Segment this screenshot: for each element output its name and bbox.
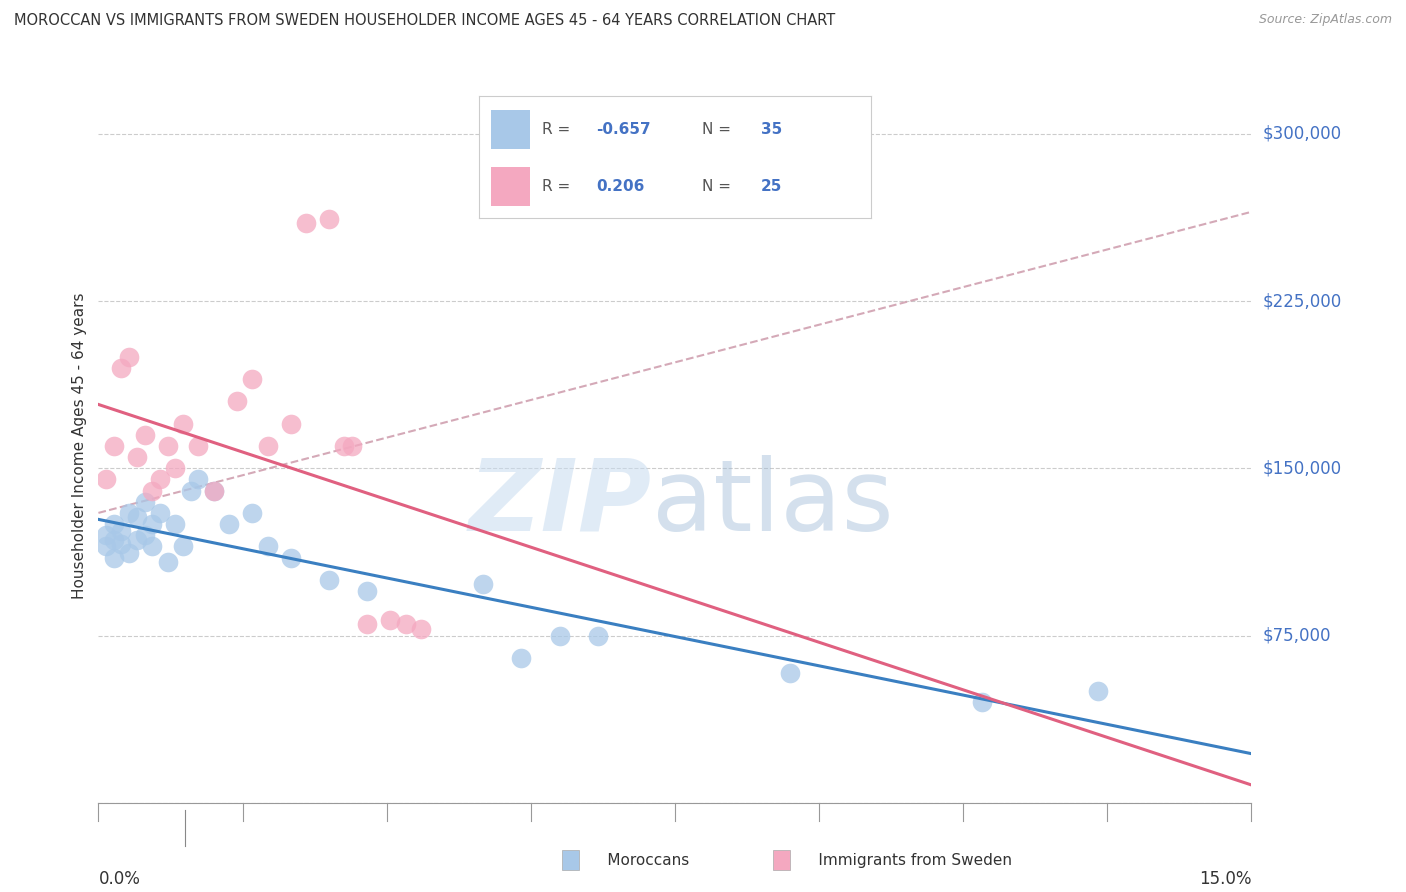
Text: Source: ZipAtlas.com: Source: ZipAtlas.com bbox=[1258, 13, 1392, 27]
Point bbox=[156, 439, 179, 453]
Point bbox=[240, 372, 263, 386]
Point bbox=[103, 550, 125, 565]
Point bbox=[118, 350, 141, 364]
Point bbox=[411, 622, 433, 636]
Text: Immigrants from Sweden: Immigrants from Sweden bbox=[794, 854, 1012, 868]
Point bbox=[318, 573, 340, 587]
Point bbox=[548, 628, 571, 642]
Point bbox=[187, 473, 209, 487]
Point bbox=[125, 450, 148, 464]
Point bbox=[333, 439, 356, 453]
Point bbox=[256, 439, 278, 453]
Text: MOROCCAN VS IMMIGRANTS FROM SWEDEN HOUSEHOLDER INCOME AGES 45 - 64 YEARS CORRELA: MOROCCAN VS IMMIGRANTS FROM SWEDEN HOUSE… bbox=[14, 13, 835, 29]
Point bbox=[586, 628, 609, 642]
Point bbox=[202, 483, 225, 498]
Text: $225,000: $225,000 bbox=[1263, 292, 1341, 310]
Point bbox=[94, 539, 117, 553]
Point bbox=[256, 539, 278, 553]
Point bbox=[340, 439, 363, 453]
Point bbox=[125, 533, 148, 547]
Point bbox=[165, 461, 187, 475]
Point bbox=[280, 550, 302, 565]
Text: $150,000: $150,000 bbox=[1263, 459, 1341, 477]
Point bbox=[110, 524, 132, 538]
Text: 0.0%: 0.0% bbox=[98, 870, 141, 888]
Text: $300,000: $300,000 bbox=[1263, 125, 1341, 143]
Point bbox=[103, 533, 125, 547]
Point bbox=[202, 483, 225, 498]
Text: $75,000: $75,000 bbox=[1263, 626, 1331, 645]
Point bbox=[156, 555, 179, 569]
Point bbox=[218, 517, 240, 532]
Point bbox=[380, 613, 402, 627]
Point bbox=[94, 473, 117, 487]
Point bbox=[110, 537, 132, 551]
Point bbox=[280, 417, 302, 431]
Point bbox=[149, 473, 172, 487]
Point bbox=[141, 517, 163, 532]
Point bbox=[103, 439, 125, 453]
Point bbox=[471, 577, 494, 591]
Point bbox=[240, 506, 263, 520]
Text: Moroccans: Moroccans bbox=[583, 854, 690, 868]
Point bbox=[118, 506, 141, 520]
Text: 15.0%: 15.0% bbox=[1199, 870, 1251, 888]
Point bbox=[779, 666, 801, 681]
Point bbox=[356, 583, 378, 598]
Y-axis label: Householder Income Ages 45 - 64 years: Householder Income Ages 45 - 64 years bbox=[72, 293, 87, 599]
Point bbox=[118, 546, 141, 560]
Point bbox=[165, 517, 187, 532]
Point bbox=[318, 211, 340, 226]
Point bbox=[149, 506, 172, 520]
Point bbox=[134, 494, 156, 508]
Point bbox=[125, 510, 148, 524]
Point bbox=[94, 528, 117, 542]
Point bbox=[1087, 684, 1109, 698]
Point bbox=[180, 483, 202, 498]
Point bbox=[134, 528, 156, 542]
Point bbox=[134, 427, 156, 442]
Point bbox=[110, 360, 132, 375]
Point bbox=[141, 483, 163, 498]
Point bbox=[356, 617, 378, 632]
Text: atlas: atlas bbox=[652, 455, 893, 551]
Point bbox=[295, 216, 318, 230]
Point bbox=[510, 651, 533, 665]
Text: ZIP: ZIP bbox=[468, 455, 652, 551]
Point bbox=[172, 417, 194, 431]
Point bbox=[395, 617, 418, 632]
Point bbox=[187, 439, 209, 453]
Point bbox=[172, 539, 194, 553]
Point bbox=[141, 539, 163, 553]
Point bbox=[225, 394, 247, 409]
Point bbox=[103, 517, 125, 532]
Point bbox=[972, 696, 994, 710]
